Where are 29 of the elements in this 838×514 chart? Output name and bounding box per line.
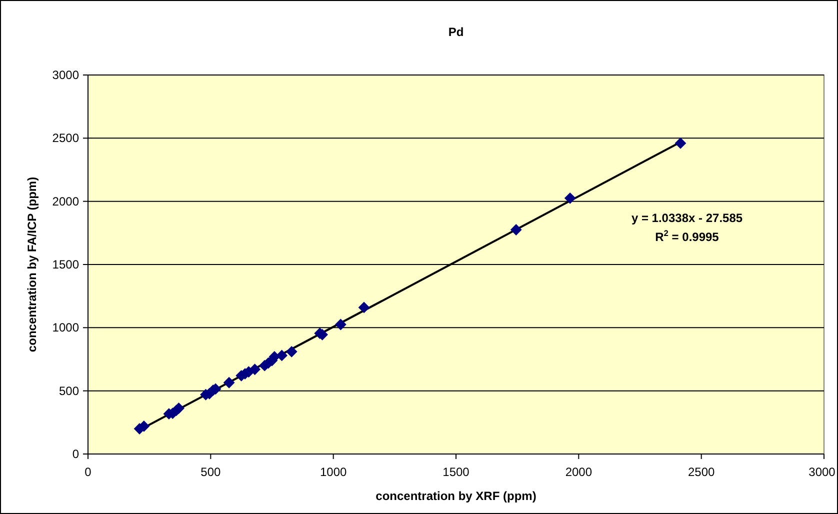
annotation: y = 1.0338x - 27.585 (631, 211, 743, 225)
point (335, 319, 346, 330)
point (173, 402, 184, 414)
y-axis-title: concentration by FA/ICP (ppm) (25, 176, 39, 352)
y-tick-label: 2000 (52, 194, 80, 208)
point (358, 302, 370, 313)
point (564, 192, 576, 204)
point (674, 138, 686, 149)
y-tick-label: 1500 (52, 258, 80, 272)
point (510, 224, 522, 236)
y-tick-label: 3000 (52, 68, 80, 82)
chart-title: Pd (448, 25, 464, 39)
point (286, 346, 298, 358)
x-tick-label: 3000 (808, 465, 836, 479)
x-axis-title: concentration by XRF (ppm) (376, 489, 536, 503)
point (249, 364, 260, 375)
annotation: R$^{2}$ = 0.9995 (655, 228, 720, 244)
y-tick-label: 1000 (52, 320, 80, 335)
x-tick-label: 2500 (688, 465, 716, 479)
y-tick-label: 2500 (52, 131, 80, 146)
x-tick-label: 1500 (442, 465, 470, 479)
point (276, 350, 288, 361)
x-tick-label: 1000 (320, 465, 348, 479)
x-tick-label: 0 (84, 465, 92, 479)
point (224, 377, 235, 388)
y-tick-label: 500 (58, 384, 80, 398)
x-tick-label: 500 (200, 465, 221, 479)
x-tick-label: 2000 (565, 465, 592, 479)
y-tick-label: 0 (72, 447, 80, 461)
